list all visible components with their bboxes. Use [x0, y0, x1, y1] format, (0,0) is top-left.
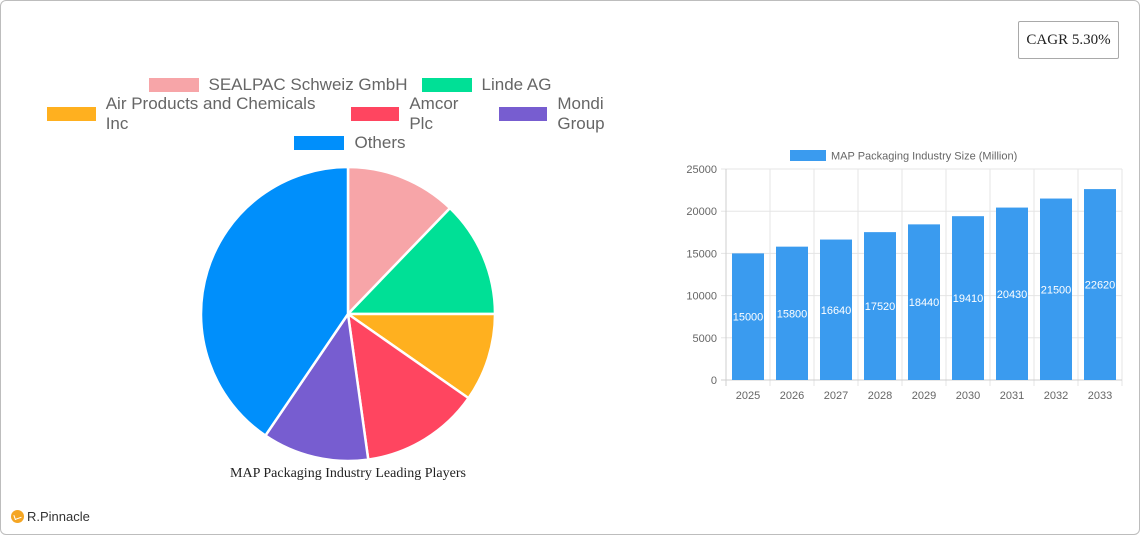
legend-item-sealpac[interactable]: SEALPAC Schweiz GmbH	[148, 75, 408, 95]
legend-swatch	[47, 107, 96, 121]
legend-swatch	[498, 107, 548, 121]
legend-item-amcor[interactable]: Amcor Plc	[350, 94, 485, 134]
pie-chart	[199, 165, 497, 463]
bar-data-label: 17520	[865, 301, 896, 313]
bar-2031[interactable]	[996, 207, 1028, 380]
bar-legend-swatch	[790, 150, 826, 161]
pie-slice-amcor-plc[interactable]	[346, 311, 471, 462]
y-tick-label: 20000	[686, 206, 717, 218]
y-tick-label: 25000	[686, 164, 717, 176]
bar-data-label: 18440	[909, 297, 940, 309]
legend-label: Amcor Plc	[409, 94, 459, 133]
x-tick-label: 2030	[956, 390, 980, 402]
pie-slice-mondi-group[interactable]	[263, 310, 370, 463]
y-tick-label: 10000	[686, 291, 717, 303]
x-tick-label: 2026	[780, 390, 804, 402]
pinnacle-logo-icon	[11, 510, 24, 523]
bar-2026[interactable]	[776, 246, 808, 380]
pie-slice-linde-ag[interactable]	[345, 206, 497, 316]
bar-2033[interactable]	[1084, 189, 1116, 380]
bar-2029[interactable]	[908, 224, 940, 380]
bar-data-label: 19410	[953, 293, 984, 305]
legend-swatch	[350, 107, 400, 121]
bar-legend-label[interactable]: MAP Packaging Industry Size (Million)	[831, 151, 1017, 163]
y-tick-label: 15000	[686, 248, 717, 260]
x-tick-label: 2029	[912, 390, 936, 402]
cagr-badge: CAGR 5.30%	[1018, 21, 1119, 59]
bar-data-label: 20430	[997, 289, 1028, 301]
bar-data-label: 22620	[1085, 280, 1116, 292]
legend-item-linde[interactable]: Linde AG	[421, 75, 552, 95]
x-tick-label: 2027	[824, 390, 848, 402]
legend-label: Mondi Group	[557, 94, 605, 133]
bar-data-label: 21500	[1041, 284, 1072, 296]
brand-logo: R.Pinnacle	[11, 509, 90, 524]
legend-label: Air Products and Chemicals Inc	[105, 94, 316, 133]
legend-item-others[interactable]: Others	[294, 133, 406, 153]
x-tick-label: 2028	[868, 390, 892, 402]
y-tick-label: 0	[711, 375, 717, 387]
bar-data-label: 15800	[777, 308, 808, 320]
bar-data-label: 15000	[733, 312, 764, 324]
pie-chart-title: MAP Packaging Industry Leading Players	[230, 466, 466, 481]
x-tick-label: 2031	[1000, 390, 1024, 402]
legend-swatch	[421, 78, 472, 92]
bar-2025[interactable]	[732, 253, 764, 380]
bar-2027[interactable]	[820, 239, 852, 380]
legend-label: Linde AG	[481, 75, 552, 94]
x-tick-label: 2032	[1044, 390, 1068, 402]
legend-item-air-products[interactable]: Air Products and Chemicals Inc	[47, 94, 337, 134]
legend-item-mondi[interactable]: Mondi Group	[498, 94, 653, 134]
legend-swatch	[294, 136, 345, 150]
bar-2032[interactable]	[1040, 198, 1072, 380]
pie-slice-air-products-and-chemicals-inc[interactable]	[344, 312, 497, 400]
bar-2030[interactable]	[952, 216, 984, 380]
pie-slice-others[interactable]	[199, 165, 350, 438]
pie-slice-sealpac-schweiz-gmbh[interactable]	[346, 165, 452, 318]
brand-name: R.Pinnacle	[27, 509, 90, 524]
legend-swatch	[148, 78, 199, 92]
x-tick-label: 2033	[1088, 390, 1112, 402]
legend-label: SEALPAC Schweiz GmbH	[208, 75, 408, 94]
bar-2028[interactable]	[864, 232, 896, 380]
x-tick-label: 2025	[736, 390, 760, 402]
bar-data-label: 16640	[821, 305, 852, 317]
y-tick-label: 5000	[693, 333, 717, 345]
bar-chart: MAP Packaging Industry Size (Million) 0 50…	[686, 150, 1123, 402]
legend-label: Others	[354, 133, 406, 152]
